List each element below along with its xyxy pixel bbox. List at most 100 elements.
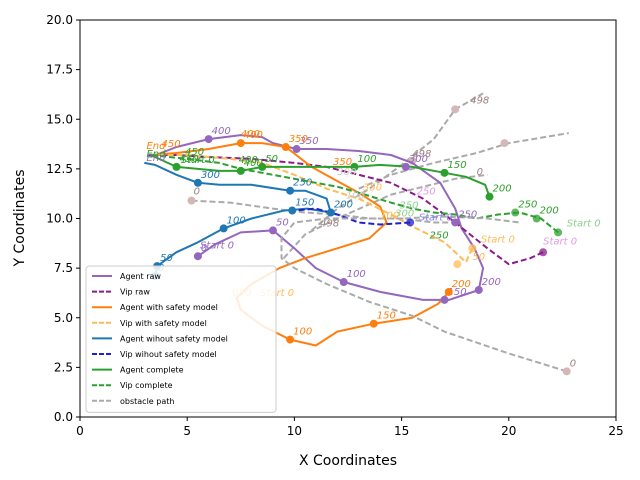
vip-with-safety-model-marker: [453, 260, 462, 269]
x-tick-label: 10: [287, 424, 302, 438]
annotation-label: 100: [380, 211, 399, 222]
annotation-label: 498: [412, 149, 431, 160]
obstacle-path-marker: [562, 367, 571, 376]
annotation-label: 50: [472, 252, 485, 263]
agent-raw-marker: [204, 135, 213, 144]
agent-raw-marker: [401, 162, 410, 171]
agent-with-safety-model-marker: [369, 319, 378, 328]
plot-area: 0501001502002503003504002001501003504000…: [144, 92, 601, 376]
agent-complete-marker: [172, 162, 181, 171]
annotation-label: Start 0: [567, 218, 601, 229]
agent-wihout-safety-model-marker-label: 100: [227, 215, 246, 226]
x-tick-label: 25: [608, 424, 623, 438]
agent-wihout-safety-model-marker-label: 200: [334, 200, 353, 211]
x-tick-label: 15: [394, 424, 409, 438]
vip-with-safety-model-line: [150, 154, 474, 264]
vip-complete-marker-label: 250: [518, 200, 537, 211]
annotation-label: 300: [395, 209, 414, 220]
vip-wihout-safety-model-line: [294, 207, 411, 226]
annotation-label: Start 0: [543, 236, 577, 247]
agent-wihout-safety-model-marker-label: 50: [160, 253, 173, 264]
agent-raw-marker: [339, 278, 348, 287]
agent-wihout-safety-model-marker: [193, 178, 202, 187]
vip-wihout-safety-model-marker: [406, 218, 415, 227]
x-tick-label: 0: [76, 424, 84, 438]
vip-raw-line: [148, 154, 544, 266]
vip-with-safety-model-marker: [468, 244, 477, 253]
agent-with-safety-model-marker-label: 400: [244, 130, 263, 141]
vip-complete-line: [150, 154, 559, 234]
agent-raw-marker: [451, 218, 460, 227]
agent-with-safety-model-marker: [236, 139, 245, 148]
agent-with-safety-model-marker: [444, 287, 453, 296]
agent-raw-marker-label: 0: [201, 243, 207, 254]
annotation-label: Start 0: [481, 234, 515, 245]
annotation-label: 250: [417, 187, 436, 198]
y-tick-label: 17.5: [46, 63, 73, 77]
legend-box: [85, 265, 277, 413]
vip-raw-marker: [539, 248, 548, 257]
agent-wihout-safety-model-marker: [326, 208, 335, 217]
agent-with-safety-model-marker-label: 350: [289, 134, 308, 145]
agent-with-safety-model-marker: [286, 335, 295, 344]
y-tick-label: 7.5: [54, 261, 73, 275]
legend-label: Vip raw: [120, 288, 150, 297]
agent-wihout-safety-model-marker-label: 300: [201, 170, 220, 181]
annotation-label: 100: [346, 191, 365, 202]
obstacle-marker: [451, 105, 460, 114]
legend-label: Agent complete: [120, 366, 184, 375]
annotation-label: 450: [161, 139, 180, 150]
agent-complete-marker-label: 450: [179, 154, 198, 165]
annotation-label: 400: [239, 155, 258, 166]
x-tick-label: 5: [183, 424, 191, 438]
agent-raw-marker: [474, 285, 483, 294]
axes-frame: [79, 19, 617, 418]
agent-with-safety-model-line: [150, 142, 450, 347]
y-axis-title: Y Coordinates: [12, 169, 28, 267]
agent-with-safety-model-marker-label: 150: [377, 311, 396, 322]
axis-ticks: 0 5 10 15 20 25 0.0 2.5 5.0 7.5 10.0 12.5 15.0 17.5 20…: [46, 13, 623, 438]
agent-wihout-safety-model-marker: [288, 206, 297, 215]
legend-label: Agent raw: [120, 272, 161, 281]
legend-label: Vip with safety model: [120, 319, 207, 328]
legend-label: obstacle path: [120, 397, 174, 406]
agent-complete-marker: [440, 168, 449, 177]
annotation-label: Start 0: [260, 288, 294, 299]
obstacle-path-line-4: [358, 132, 569, 190]
agent-raw-marker: [292, 145, 301, 154]
annotation-label: Start 0: [200, 240, 234, 251]
y-tick-label: 15.0: [46, 112, 73, 126]
legend-label: Vip complete: [120, 381, 173, 390]
agent-complete-marker: [485, 192, 494, 201]
legend-label: Vip wihout safety model: [120, 350, 217, 359]
agent-with-safety-model-marker: [281, 143, 290, 152]
obstacle-path-line-5: [282, 173, 488, 259]
annotation-label: 350: [333, 157, 352, 168]
agent-complete-line: [150, 154, 491, 198]
annotation-label: 300: [337, 167, 356, 178]
agent-wihout-safety-model-marker: [219, 224, 228, 233]
agent-wihout-safety-model-marker: [286, 186, 295, 195]
agent-with-safety-model-marker-label: 100: [293, 327, 312, 338]
agent-raw-marker-label: 400: [212, 126, 231, 137]
plot-content: 0501001502002503003504002001501003504000…: [144, 92, 601, 376]
annotation-label: End: [146, 141, 166, 152]
vip-complete-marker-label: 200: [540, 206, 559, 217]
agent-complete-marker: [350, 162, 359, 171]
vip-complete-marker: [554, 228, 563, 237]
y-tick-label: 2.5: [54, 360, 73, 374]
annotation-label: End: [146, 153, 166, 164]
x-axis-title: X Coordinates: [299, 453, 397, 469]
agent-complete-marker: [258, 162, 267, 171]
obstacle-path-line: [280, 215, 567, 373]
agent-raw-marker-label: 150: [447, 287, 466, 298]
agent-raw-marker-label: 250: [458, 209, 477, 220]
obstacle-marker: [500, 139, 509, 148]
annotation-label: Start 0: [181, 155, 215, 166]
annotation-label: 0: [194, 187, 200, 198]
agent-raw-marker: [440, 295, 449, 304]
agent-raw-marker: [268, 226, 277, 235]
annotation-label: 498: [470, 95, 489, 106]
agent-raw-marker-label: 200: [482, 277, 501, 288]
